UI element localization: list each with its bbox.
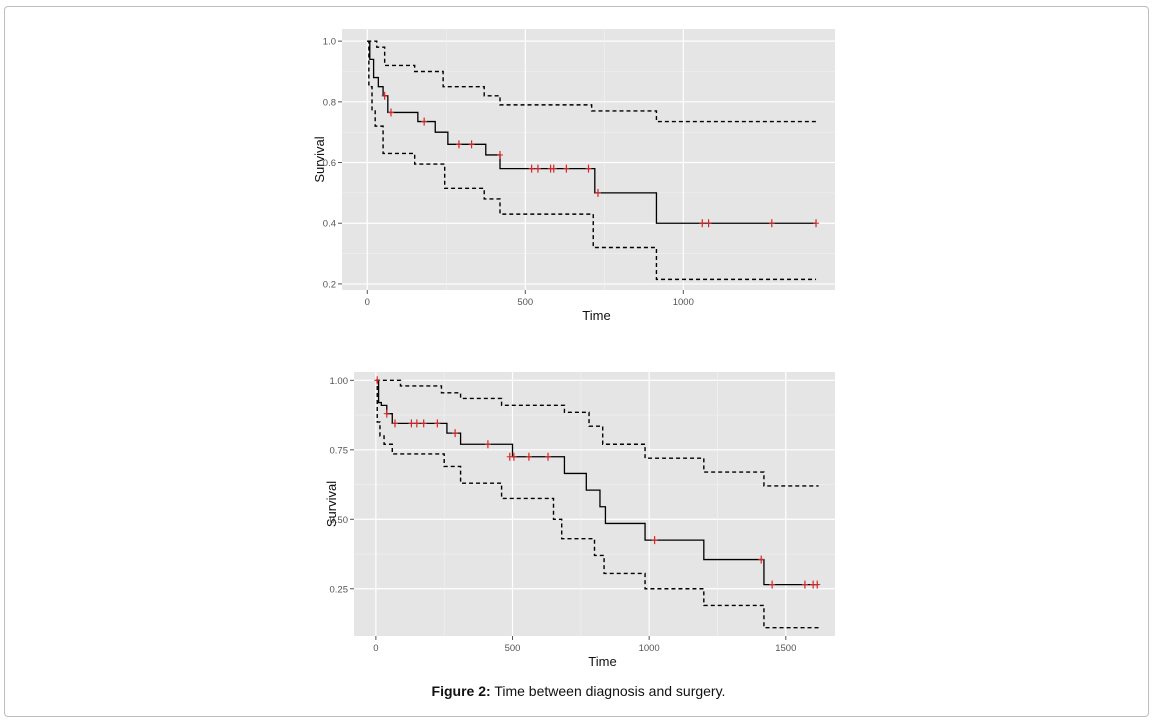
tick-label-x: 1000 (673, 297, 694, 308)
survival-curve (367, 40, 817, 224)
tick-label-y: 0.8 (323, 97, 336, 108)
confidence-band-line (367, 40, 817, 123)
plot-background (342, 29, 835, 290)
tick-label-y: 0.75 (330, 445, 349, 456)
x-axis-title: Time (582, 308, 610, 323)
confidence-band-line (375, 379, 819, 487)
tick-label-y: 1.0 (323, 37, 336, 48)
survival-chart-bottom: 0.25 0.50 0.75 1.00 0 500 1000 1500 Time Survival (324, 372, 835, 669)
confidence-band-line (367, 40, 817, 281)
tick-label-x: 1000 (639, 643, 660, 654)
tick-label-y: 0.25 (330, 584, 349, 595)
tick-label-x: 500 (505, 643, 521, 654)
tick-label-y: 0.50 (330, 515, 349, 526)
survival-chart-top: 0.2 0.4 0.6 0.8 1.0 0 500 1000 Time Survival (312, 29, 835, 323)
plot-background (354, 372, 835, 636)
tick-label-y: 0.6 (323, 158, 336, 169)
figure-caption: Figure 2: Time between diagnosis and sur… (0, 683, 1157, 699)
y-axis-title: Survival (324, 481, 339, 527)
x-axis-title: Time (588, 654, 616, 669)
tick-label-y: 0.2 (323, 279, 336, 290)
tick-label-x: 500 (517, 297, 533, 308)
confidence-band-line (375, 379, 819, 629)
y-axis-title: Survival (312, 136, 327, 182)
tick-label-x: 0 (373, 643, 378, 654)
tick-label-x: 1500 (775, 643, 796, 654)
caption-label: Figure 2: (431, 683, 491, 699)
caption-text: Time between diagnosis and surgery. (494, 683, 726, 699)
tick-label-y: 0.4 (323, 219, 336, 230)
tick-label-x: 0 (365, 297, 370, 308)
tick-label-y: 1.00 (330, 376, 349, 387)
